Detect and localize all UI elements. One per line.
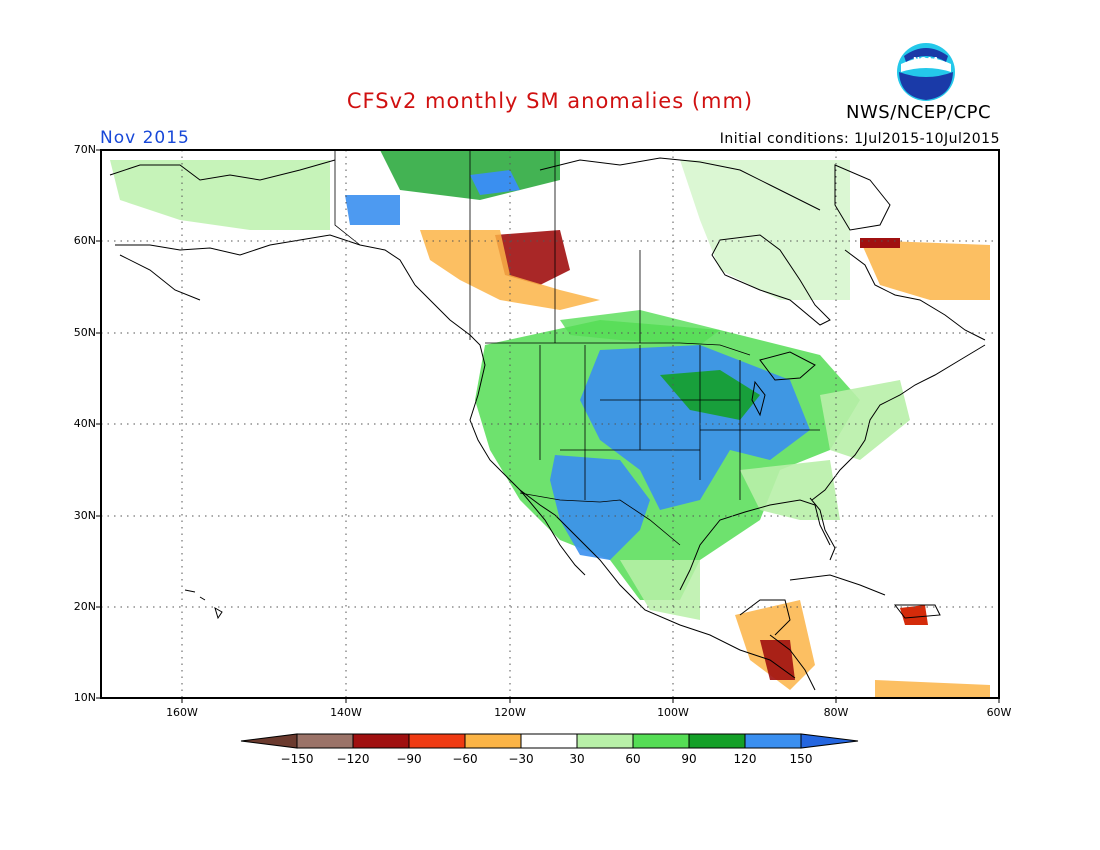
colorbar-swatch-8	[688, 733, 746, 749]
colorbar-swatch-6	[576, 733, 634, 749]
anomaly-hudson-lightgreen	[680, 160, 850, 300]
coastlines	[109, 157, 986, 691]
lon-label: 120W	[494, 706, 526, 719]
coast-baffin	[834, 164, 891, 231]
lon-label: 160W	[166, 706, 198, 719]
tick-marks	[96, 149, 1000, 703]
colorbar-label: 120	[733, 752, 757, 766]
border-us-mexico	[519, 492, 681, 546]
colorbar-swatch-1	[296, 733, 354, 749]
coast-alaska	[109, 159, 336, 181]
anomaly-patches	[110, 150, 990, 698]
colorbar-label: 150	[789, 752, 813, 766]
coast-yucatan	[739, 599, 791, 636]
anomaly-venezuela-dry	[875, 680, 990, 698]
border-alaska-canada	[334, 150, 361, 246]
colorbar-label: 60	[625, 752, 641, 766]
colorbar-label: −150	[280, 752, 314, 766]
coast-peninsula	[119, 254, 201, 301]
borders	[334, 150, 820, 546]
colorbar-label: −60	[452, 752, 478, 766]
coast-hawaii	[184, 589, 223, 620]
anomaly-bc-blue	[345, 195, 400, 225]
border-us-canada	[485, 342, 751, 356]
lat-label: 70N	[73, 143, 96, 156]
colorbar-label: −120	[336, 752, 370, 766]
border-canada-provinces	[469, 150, 641, 343]
coast-arctic-islands	[539, 157, 821, 211]
coast-mexico-west	[554, 514, 796, 679]
anomaly-centralamerica-red	[760, 640, 795, 680]
lat-label: 10N	[73, 691, 96, 704]
colorbar-label: 30	[569, 752, 585, 766]
anomaly-midwest-darkgreen	[660, 370, 760, 420]
coast-hudson-bay	[711, 234, 831, 326]
anomaly-caribbean-dry	[900, 605, 928, 625]
anomaly-labrador-dry	[860, 240, 990, 300]
agency-label: NWS/NCEP/CPC	[846, 102, 992, 123]
lat-label: 40N	[73, 417, 96, 430]
anomaly-alaska-lightgreen	[110, 160, 330, 230]
colorbar	[240, 733, 859, 749]
logo-text: NOAA	[913, 56, 939, 65]
lon-label: 80W	[823, 706, 849, 719]
border-states	[539, 345, 820, 500]
colorbar-swatch-9	[744, 733, 802, 749]
coast-pacific-nw	[414, 284, 556, 516]
graticule	[101, 150, 999, 698]
coast-cuba	[789, 574, 886, 596]
chart-title: CFSv2 monthly SM anomalies (mm)	[346, 89, 754, 113]
coast-baja	[519, 489, 586, 576]
colorbar-swatch-5	[520, 733, 578, 749]
lon-label: 140W	[330, 706, 362, 719]
lat-label: 30N	[73, 509, 96, 522]
coast-alaska-south	[115, 234, 416, 286]
lat-label: 50N	[73, 326, 96, 339]
coast-gulf	[679, 499, 831, 591]
lat-label: 60N	[73, 234, 96, 247]
coast-lake-michigan	[751, 380, 766, 417]
anomaly-arctic-blue	[470, 170, 520, 195]
colorbar-label: 90	[681, 752, 697, 766]
anomaly-southwest-blue	[550, 455, 650, 560]
anomaly-plains-blue	[580, 345, 810, 510]
lat-label: 20N	[73, 600, 96, 613]
anomaly-alberta-dry-red	[495, 230, 570, 285]
anomaly-labrador-red	[860, 238, 900, 248]
anomaly-mexico-lightgreen	[620, 560, 700, 620]
colorbar-swatch-10	[800, 733, 859, 749]
colorbar-swatch-2	[352, 733, 410, 749]
colorbar-swatch-0	[240, 733, 298, 749]
noaa-logo: NOAA	[897, 43, 955, 101]
initial-conditions: Initial conditions: 1Jul2015-10Jul2015	[719, 131, 1000, 147]
coast-greatlakes	[759, 351, 816, 381]
forecast-month: Nov 2015	[100, 128, 190, 148]
colorbar-label: −30	[508, 752, 534, 766]
colorbar-swatch-3	[408, 733, 466, 749]
colorbar-swatch-7	[632, 733, 690, 749]
coast-atlantic	[811, 344, 986, 501]
lon-label: 60W	[986, 706, 1012, 719]
coast-hispaniola	[893, 604, 941, 619]
coast-florida	[809, 497, 836, 561]
lon-label: 100W	[657, 706, 689, 719]
coast-labrador	[844, 249, 986, 341]
colorbar-swatch-4	[464, 733, 522, 749]
coast-centralamerica	[769, 634, 816, 691]
anomaly-northeast-lightgreen	[820, 380, 910, 460]
colorbar-label: −90	[396, 752, 422, 766]
